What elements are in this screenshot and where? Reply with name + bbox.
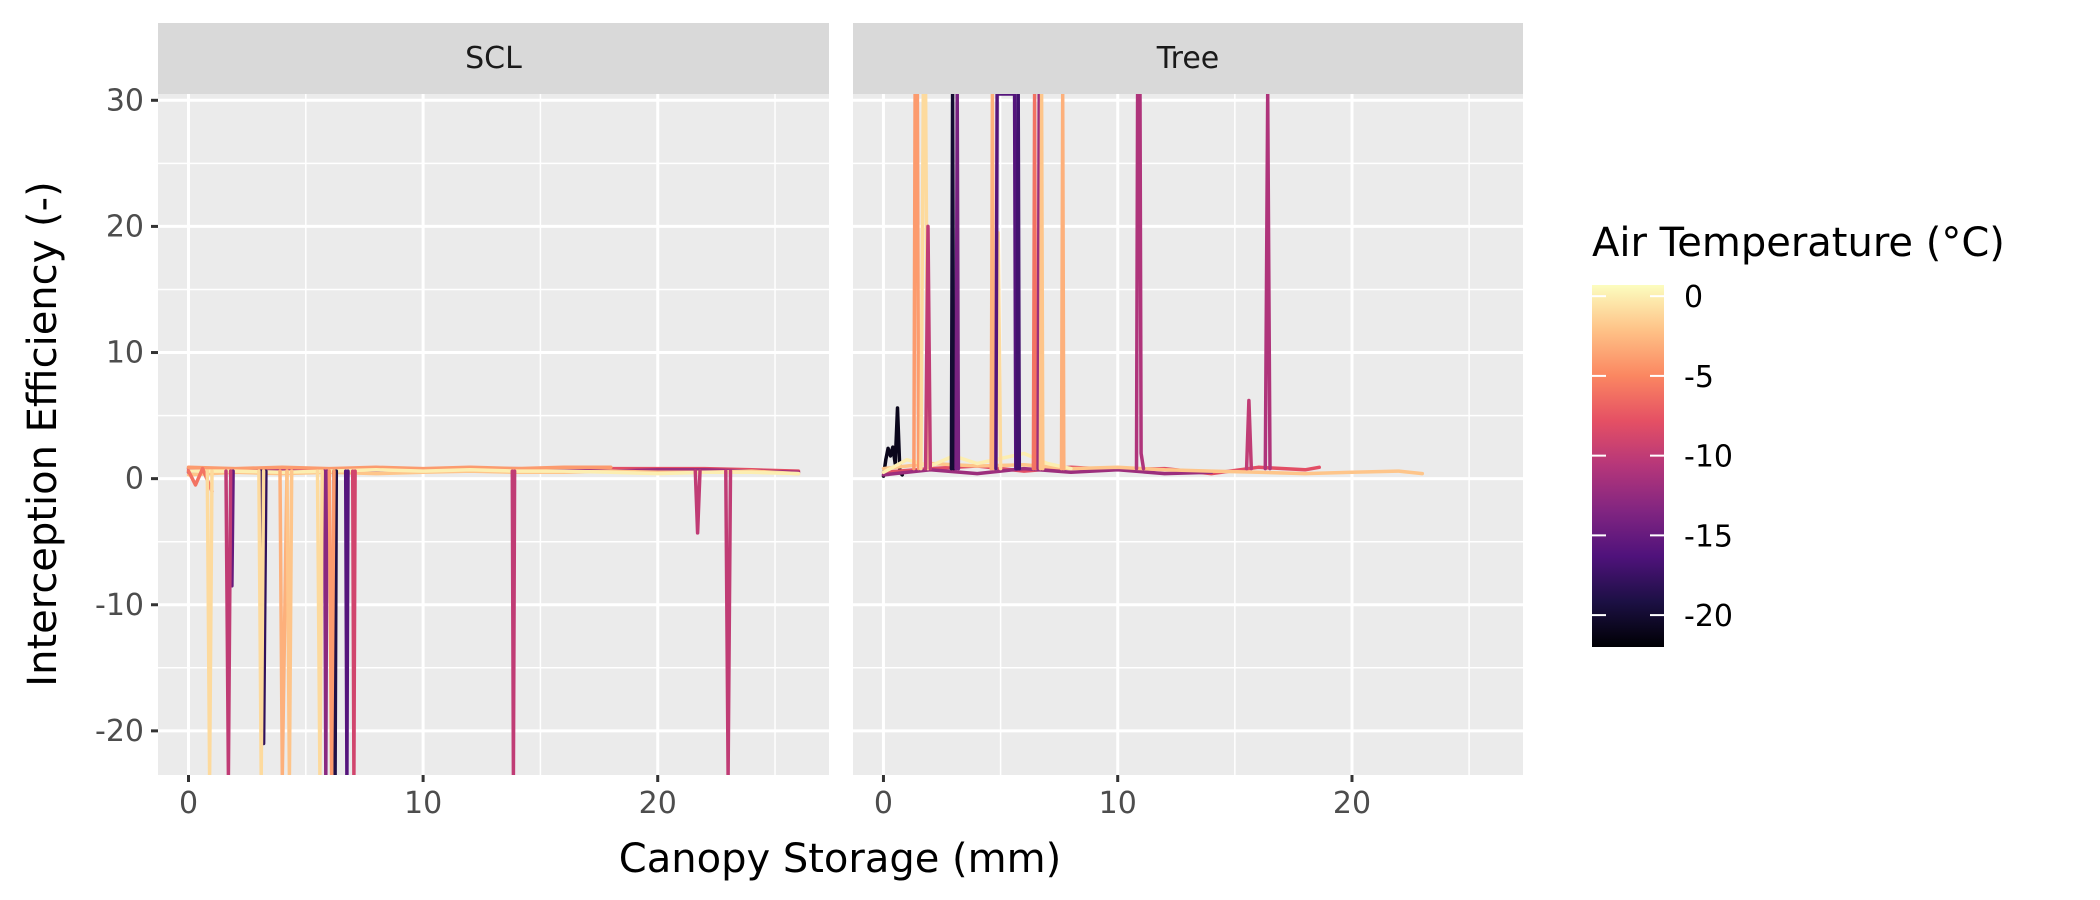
grid-lines [853,94,1523,775]
x-axis: 0 10 20 [179,775,677,821]
series-line [994,94,1018,471]
series-line [724,469,733,775]
series-line [881,461,1425,476]
legend: Air Temperature (°C) 0 -5 -10 -15 -20 [1592,220,2005,647]
y-tick-label: -20 [95,714,144,749]
series-line [224,469,233,775]
colorbar-ticks: 0 -5 -10 -15 -20 [1592,280,1733,634]
colorbar-label: -10 [1684,440,1733,475]
x-tick-label: 20 [1333,786,1371,821]
series-line [285,469,294,775]
x-tick-label: 0 [874,786,893,821]
series-line [327,469,336,775]
y-tick-label: 10 [106,336,144,371]
facet-strip [853,23,1523,94]
series-line [954,94,961,471]
colorbar-label: -5 [1684,360,1714,395]
facet-strip [158,23,829,94]
y-axis-title: Interception Efficiency (-) [20,181,66,686]
series-line [186,465,613,471]
panel-tree: Tree 0 10 20 [853,23,1523,821]
x-tick-label: 10 [404,786,442,821]
series-line [923,224,933,471]
panel-scl: SCL 0 10 20 [158,23,829,821]
x-tick-label: 0 [179,786,198,821]
series-line [315,469,324,775]
panel-background [853,94,1523,775]
facet-strip-label: Tree [1156,41,1220,76]
x-axis: 0 10 20 [874,775,1371,821]
series-line [1031,94,1038,471]
x-tick-label: 20 [639,786,677,821]
x-tick-label: 10 [1099,786,1137,821]
series-line [257,469,266,775]
series-line [989,94,996,471]
series-line [1263,94,1272,471]
series-line [1134,94,1146,471]
series-line [881,466,1214,477]
series-line [278,469,289,775]
y-tick-label: 20 [106,209,144,244]
x-axis-title: Canopy Storage (mm) [619,836,1061,882]
y-axis: -20 -10 0 10 20 30 [95,83,158,749]
series-line [205,469,214,775]
y-tick-label: 0 [125,462,144,497]
series-line [949,94,956,471]
series-line [1015,94,1022,471]
series-line [881,406,904,478]
series-line [322,469,329,775]
series-lines [186,465,801,775]
colorbar [1592,285,1664,647]
series-line [693,469,702,535]
facet-strip-label: SCL [465,41,522,76]
series-line [343,469,350,775]
series-line [1059,94,1066,471]
panel-background [158,94,829,775]
colorbar-label: 0 [1684,280,1703,315]
colorbar-label: -15 [1684,519,1733,554]
grid-lines [158,94,829,775]
legend-title: Air Temperature (°C) [1592,220,2005,266]
series-line [1244,398,1254,471]
series-line [350,469,357,775]
series-line [912,94,921,471]
y-tick-label: 30 [106,83,144,118]
y-tick-label: -10 [95,588,144,623]
series-line [1038,94,1045,471]
series-lines [881,94,1425,478]
colorbar-label: -20 [1684,599,1733,634]
series-line [510,469,517,775]
